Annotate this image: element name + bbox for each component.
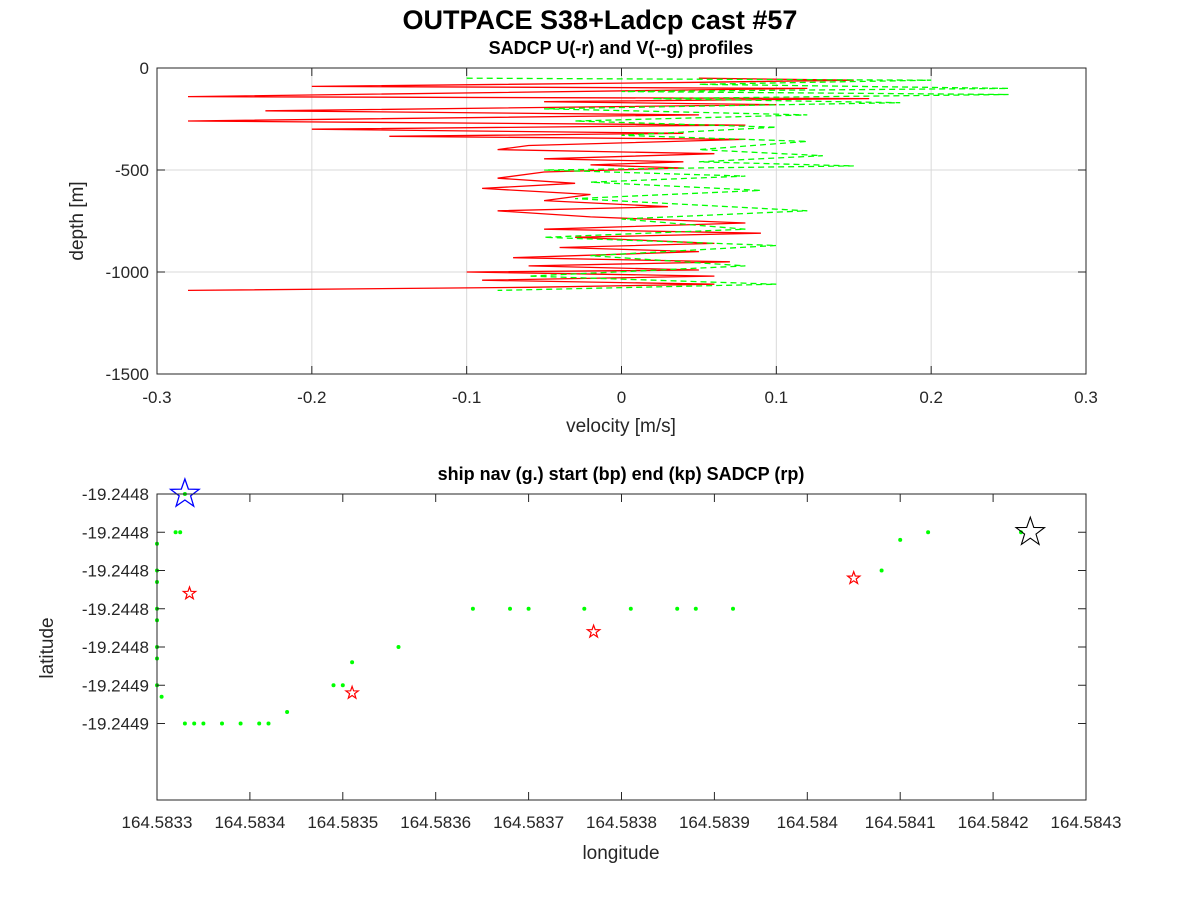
nav-plot-ticks: 164.5833 164.5834 164.5835 164.5836 164.5837… xyxy=(82,485,1122,832)
ship-nav-point xyxy=(731,606,735,611)
nav-xtick-label: 164.5841 xyxy=(865,813,936,832)
nav-xtick-label: 164.5834 xyxy=(214,813,285,832)
nav-xtick-label: 164.5839 xyxy=(679,813,750,832)
nav-xtick-label: 164.5835 xyxy=(307,813,378,832)
sadcp-star-point xyxy=(585,623,602,639)
sadcp-star-point xyxy=(845,569,862,585)
profile-plot-series xyxy=(187,77,1009,292)
profile-ytick-label: -1000 xyxy=(106,263,149,282)
profile-xtick-label: -0.2 xyxy=(297,388,326,407)
ship-nav-point xyxy=(238,721,243,726)
nav-xtick-label: 164.584 xyxy=(777,813,838,832)
ship-nav-point xyxy=(178,530,183,535)
nav-xtick-label: 164.5842 xyxy=(958,813,1029,832)
profile-xtick-label: 0 xyxy=(617,388,626,407)
profile-xtick-label: -0.3 xyxy=(142,388,171,407)
ship-nav-point xyxy=(340,683,345,688)
nav-ytick-label: -19.2448 xyxy=(82,523,149,542)
profile-plot: SADCP U(-r) and V(--g) profiles -0.3 -0.2… xyxy=(67,38,1098,437)
nav-ytick-label: -19.2448 xyxy=(82,562,149,581)
ship-nav-point xyxy=(201,721,206,726)
profile-ytick-label: -1500 xyxy=(106,365,149,384)
sadcp-star-point xyxy=(344,684,361,700)
ship-nav-point xyxy=(159,694,164,699)
profile-plot-ylabel: depth [m] xyxy=(67,181,88,260)
ship-nav-point xyxy=(220,721,224,726)
nav-plot-title: ship nav (g.) start (bp) end (kp) SADCP … xyxy=(438,464,805,484)
nav-xtick-label: 164.5837 xyxy=(493,813,564,832)
end-position-star xyxy=(1014,515,1047,546)
nav-xtick-label: 164.5838 xyxy=(586,813,657,832)
nav-ytick-label: -19.2449 xyxy=(82,676,149,695)
ship-nav-point xyxy=(526,606,531,611)
u-velocity-profile-line xyxy=(187,77,870,292)
profile-xtick-label: 0.2 xyxy=(919,388,943,407)
profile-ytick-label: 0 xyxy=(140,59,149,78)
ship-nav-point xyxy=(350,660,355,665)
profile-xtick-label: 0.1 xyxy=(765,388,789,407)
nav-ytick-label: -19.2449 xyxy=(82,715,149,734)
nav-xtick-label: 164.5843 xyxy=(1051,813,1122,832)
ship-nav-point xyxy=(182,721,187,726)
profile-ytick-label: -500 xyxy=(115,161,149,180)
figure-title: OUTPACE S38+Ladcp cast #57 xyxy=(403,5,798,35)
nav-plot-axes-box xyxy=(156,493,1087,801)
nav-xtick-label: 164.5836 xyxy=(400,813,471,832)
ship-nav-point xyxy=(926,530,931,535)
ship-nav-point xyxy=(257,721,262,726)
ship-nav-point xyxy=(628,606,633,611)
ship-nav-point xyxy=(285,710,290,714)
nav-xtick-label: 164.5833 xyxy=(122,813,193,832)
ship-nav-point xyxy=(879,568,884,573)
ship-nav-point xyxy=(470,606,475,611)
ship-nav-point xyxy=(693,606,698,611)
ship-nav-point xyxy=(675,606,680,611)
ship-nav-point xyxy=(508,606,512,611)
ship-nav-point xyxy=(266,721,271,726)
ship-nav-point xyxy=(396,645,401,649)
nav-ytick-label: -19.2448 xyxy=(82,638,149,657)
profile-plot-title: SADCP U(-r) and V(--g) profiles xyxy=(489,38,754,58)
nav-plot-series xyxy=(155,477,1047,726)
ship-nav-point xyxy=(331,683,336,688)
profile-xtick-label: 0.3 xyxy=(1074,388,1098,407)
ship-nav-point xyxy=(173,530,178,535)
profile-xtick-label: -0.1 xyxy=(452,388,481,407)
nav-ytick-label: -19.2448 xyxy=(82,485,149,504)
ship-nav-point xyxy=(582,606,587,611)
ship-nav-point xyxy=(898,537,903,542)
nav-plot-xlabel: longitude xyxy=(582,843,659,864)
profile-plot-xlabel: velocity [m/s] xyxy=(566,416,676,437)
nav-ytick-label: -19.2448 xyxy=(82,600,149,619)
ship-nav-point xyxy=(192,721,197,726)
nav-plot-ylabel: latitude xyxy=(37,617,58,678)
sadcp-star-point xyxy=(181,585,198,601)
profile-plot-ticks: -0.3 -0.2 -0.1 0 0.1 0.2 0.3 0 -500 -1000 -1500 xyxy=(106,59,1098,407)
v-velocity-profile-line xyxy=(466,77,1009,292)
nav-plot: ship nav (g.) start (bp) end (kp) SADCP … xyxy=(37,464,1121,864)
start-position-star xyxy=(168,477,201,508)
